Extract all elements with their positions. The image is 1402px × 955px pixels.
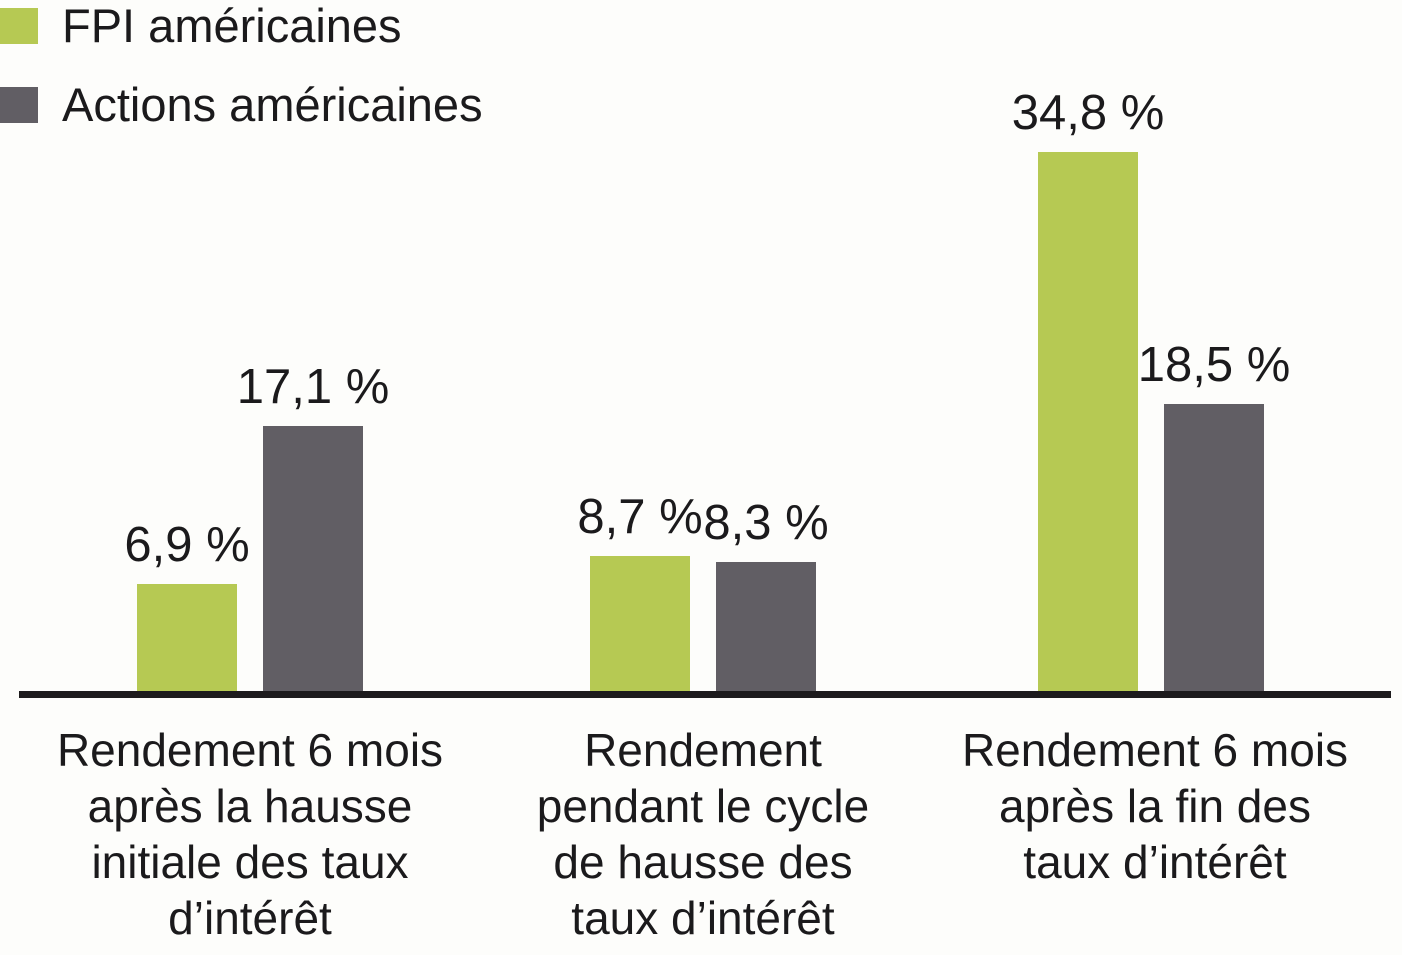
legend-swatch-green: [0, 7, 38, 44]
category-label-group3: Rendement 6 mois après la fin des taux d’i…: [909, 722, 1401, 890]
category-label-line: taux d’intérêt: [1023, 836, 1287, 888]
value-label-actions-group3: 18,5 %: [1137, 338, 1291, 392]
bar-actions-group2: [716, 562, 816, 691]
category-label-line: Rendement 6 mois: [56, 724, 444, 776]
bar-fpi-group3: [1038, 152, 1138, 691]
category-label-line: de hausse des: [553, 836, 853, 888]
legend: FPI américaines Actions américaines: [0, 2, 483, 128]
value-label-actions-group1: 17,1 %: [236, 360, 390, 414]
legend-swatch-gray: [0, 86, 38, 123]
legend-item-actions: Actions américaines: [0, 81, 483, 128]
legend-item-fpi: FPI américaines: [0, 2, 483, 49]
category-label-line: Rendement 6 mois: [961, 724, 1349, 776]
bar-fpi-group2: [590, 556, 690, 691]
category-label-line: pendant le cycle: [536, 780, 870, 832]
value-label-fpi-group3: 34,8 %: [1011, 86, 1165, 140]
category-label-group2: Rendement pendant le cycle de hausse des ta…: [481, 722, 925, 946]
x-axis-line: [19, 691, 1391, 698]
plot-area: 6,9 % 8,7 % 34,8 % 17,1 % 8,3 % 18,5 %: [124, 86, 1291, 691]
category-label-group1: Rendement 6 mois après la hausse initiale …: [13, 722, 487, 946]
legend-label-actions: Actions américaines: [62, 78, 483, 131]
category-label-line: Rendement: [584, 724, 822, 776]
category-label-line: taux d’intérêt: [571, 892, 835, 944]
bar-actions-group3: [1164, 404, 1264, 691]
value-label-fpi-group1: 6,9 %: [124, 518, 250, 572]
category-label-line: après la fin des: [999, 780, 1311, 832]
value-label-fpi-group2: 8,7 %: [577, 490, 703, 544]
category-label-line: après la hausse: [87, 780, 413, 832]
category-label-line: initiale des taux: [91, 836, 409, 888]
category-label-line: d’intérêt: [168, 892, 332, 944]
bar-fpi-group1: [137, 584, 237, 691]
bar-actions-group1: [263, 426, 363, 691]
value-label-actions-group2: 8,3 %: [703, 496, 829, 550]
legend-label-fpi: FPI américaines: [62, 0, 402, 52]
